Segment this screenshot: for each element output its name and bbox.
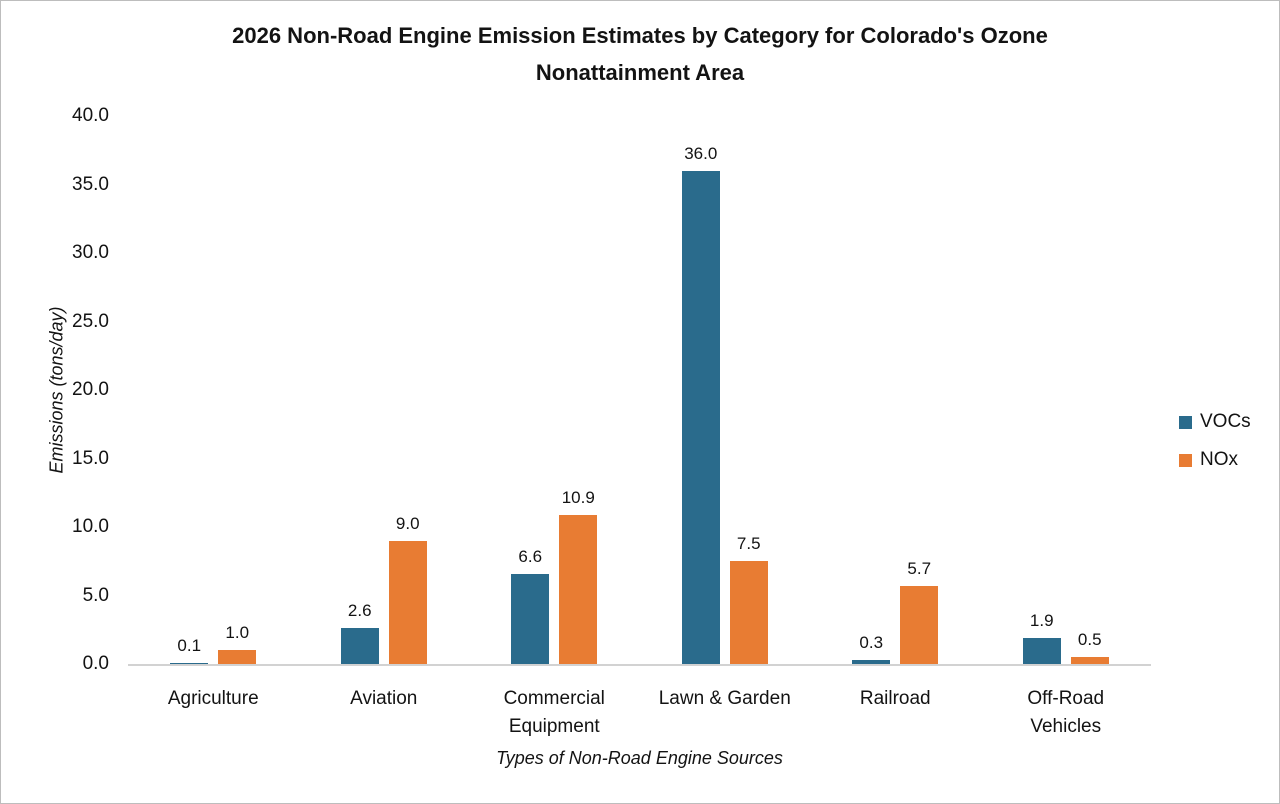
data-label-nox-lawn-garden: 7.5 — [736, 534, 761, 554]
legend-label-nox: NOx — [1200, 449, 1238, 470]
bar-nox-aviation — [388, 540, 427, 664]
bar-vocs-railroad — [852, 659, 891, 664]
bar-nox-agriculture — [218, 650, 257, 664]
category-label-line: Equipment — [508, 716, 600, 737]
legend-swatch-vocs — [1179, 415, 1192, 429]
data-label-vocs-aviation: 2.6 — [347, 601, 372, 621]
data-label-nox-aviation: 9.0 — [395, 513, 420, 533]
category-label-line: Aviation — [350, 688, 418, 709]
bar-nox-lawn-garden — [729, 561, 768, 664]
category-label-off-road-vehicles: Off-Road Vehicles — [981, 685, 1152, 741]
bar-unit-nox-agriculture: 1.0 — [218, 623, 257, 664]
data-label-vocs-commercial-equipment: 6.6 — [518, 546, 543, 566]
x-axis-title: Types of Non-Road Engine Sources — [496, 748, 783, 768]
bar-nox-railroad — [900, 585, 939, 664]
category-label-line: Lawn & Garden — [658, 688, 791, 709]
category-label-line: Vehicles — [1030, 716, 1102, 737]
legend-swatch-nox — [1179, 453, 1192, 467]
y-tick-0.0: 0.0 — [82, 653, 109, 674]
y-tick-20.0: 20.0 — [72, 379, 109, 400]
bar-nox-commercial-equipment — [559, 514, 598, 664]
data-label-vocs-agriculture: 0.1 — [177, 635, 202, 655]
data-label-vocs-lawn-garden: 36.0 — [684, 143, 718, 163]
y-axis-tick-labels: 0.0 5.0 10.0 15.0 20.0 25.0 30.0 35.0 40.0 — [1, 105, 109, 674]
bar-vocs-commercial-equipment — [511, 573, 550, 664]
bar-nox-off-road-vehicles — [1070, 657, 1109, 664]
category-label-railroad: Railroad — [810, 685, 981, 741]
legend-item-nox: NOx — [1179, 449, 1251, 471]
legend-label-vocs: VOCs — [1200, 411, 1251, 432]
bar-unit-nox-aviation: 9.0 — [388, 513, 427, 664]
legend-item-vocs: VOCs — [1179, 411, 1251, 433]
bar-unit-nox-commercial-equipment: 10.9 — [559, 487, 598, 664]
category-label-aviation: Aviation — [299, 685, 470, 741]
y-tick-35.0: 35.0 — [72, 173, 109, 195]
bar-unit-vocs-agriculture: 0.1 — [170, 635, 209, 664]
category-label-line: Agriculture — [167, 688, 259, 709]
bar-unit-nox-lawn-garden: 7.5 — [729, 534, 768, 664]
data-label-vocs-off-road-vehicles: 1.9 — [1029, 610, 1054, 630]
category-label-agriculture: Agriculture — [128, 685, 299, 741]
y-tick-40.0: 40.0 — [72, 105, 109, 126]
data-label-nox-off-road-vehicles: 0.5 — [1077, 630, 1102, 650]
bar-group-aviation: 2.6 9.0 — [299, 514, 470, 664]
data-label-nox-railroad: 5.7 — [907, 558, 932, 578]
bar-unit-nox-off-road-vehicles: 0.5 — [1070, 630, 1109, 664]
plot-area: 0.1 1.0 2.6 9.0 6.6 10.9 36.0 7.5 0.3 5.7 1.9 0.5 — [128, 116, 1151, 666]
y-tick-25.0: 25.0 — [72, 310, 109, 332]
bar-unit-vocs-lawn-garden: 36.0 — [681, 143, 720, 664]
data-label-nox-commercial-equipment: 10.9 — [561, 487, 595, 507]
y-tick-15.0: 15.0 — [72, 447, 109, 469]
chart-title-line-2: Nonattainment Area — [535, 60, 745, 85]
bar-group-lawn-garden: 36.0 7.5 — [640, 144, 811, 664]
data-label-vocs-railroad: 0.3 — [859, 632, 884, 652]
category-label-lawn-garden: Lawn & Garden — [640, 685, 811, 741]
x-axis-category-labels: Agriculture Aviation Commercial Equipment La… — [128, 685, 1151, 741]
y-tick-5.0: 5.0 — [82, 584, 109, 606]
bar-unit-vocs-commercial-equipment: 6.6 — [511, 546, 550, 664]
bar-unit-nox-railroad: 5.7 — [900, 558, 939, 664]
category-label-line: Off-Road — [1027, 688, 1105, 709]
category-label-line: Commercial — [503, 688, 605, 709]
legend: VOCs NOx — [1179, 411, 1251, 487]
bar-unit-vocs-aviation: 2.6 — [340, 601, 379, 664]
category-label-line: Railroad — [859, 688, 931, 709]
bar-unit-vocs-railroad: 0.3 — [852, 632, 891, 664]
chart-title: 2026 Non-Road Engine Emission Estimates … — [1, 17, 1279, 91]
bar-unit-vocs-off-road-vehicles: 1.9 — [1022, 610, 1061, 664]
bar-vocs-lawn-garden — [681, 170, 720, 664]
y-tick-10.0: 10.0 — [72, 516, 109, 537]
bar-vocs-off-road-vehicles — [1022, 637, 1061, 664]
y-tick-30.0: 30.0 — [72, 242, 109, 263]
bar-group-railroad: 0.3 5.7 — [810, 559, 981, 664]
bar-group-agriculture: 0.1 1.0 — [128, 623, 299, 664]
category-label-commercial-equipment: Commercial Equipment — [469, 685, 640, 741]
bar-vocs-agriculture — [170, 662, 209, 664]
bar-group-commercial-equipment: 6.6 10.9 — [469, 488, 640, 664]
bar-group-off-road-vehicles: 1.9 0.5 — [981, 611, 1152, 664]
data-label-nox-agriculture: 1.0 — [225, 623, 250, 643]
chart-title-line-1: 2026 Non-Road Engine Emission Estimates … — [232, 23, 1048, 48]
bar-vocs-aviation — [340, 628, 379, 664]
